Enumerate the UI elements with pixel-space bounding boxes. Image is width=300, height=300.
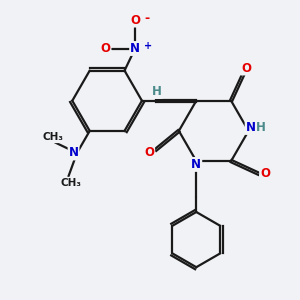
- Text: CH₃: CH₃: [42, 132, 63, 142]
- Text: H: H: [152, 85, 162, 98]
- Text: CH₃: CH₃: [60, 178, 81, 188]
- Text: N: N: [69, 146, 79, 160]
- Text: O: O: [241, 61, 251, 74]
- Text: N: N: [246, 121, 256, 134]
- Text: N: N: [130, 42, 140, 55]
- Text: +: +: [145, 41, 153, 51]
- Text: N: N: [191, 158, 201, 171]
- Text: -: -: [145, 12, 150, 25]
- Text: H: H: [256, 121, 265, 134]
- Text: O: O: [144, 146, 154, 159]
- Text: O: O: [100, 42, 110, 55]
- Text: O: O: [260, 167, 270, 180]
- Text: O: O: [130, 14, 140, 27]
